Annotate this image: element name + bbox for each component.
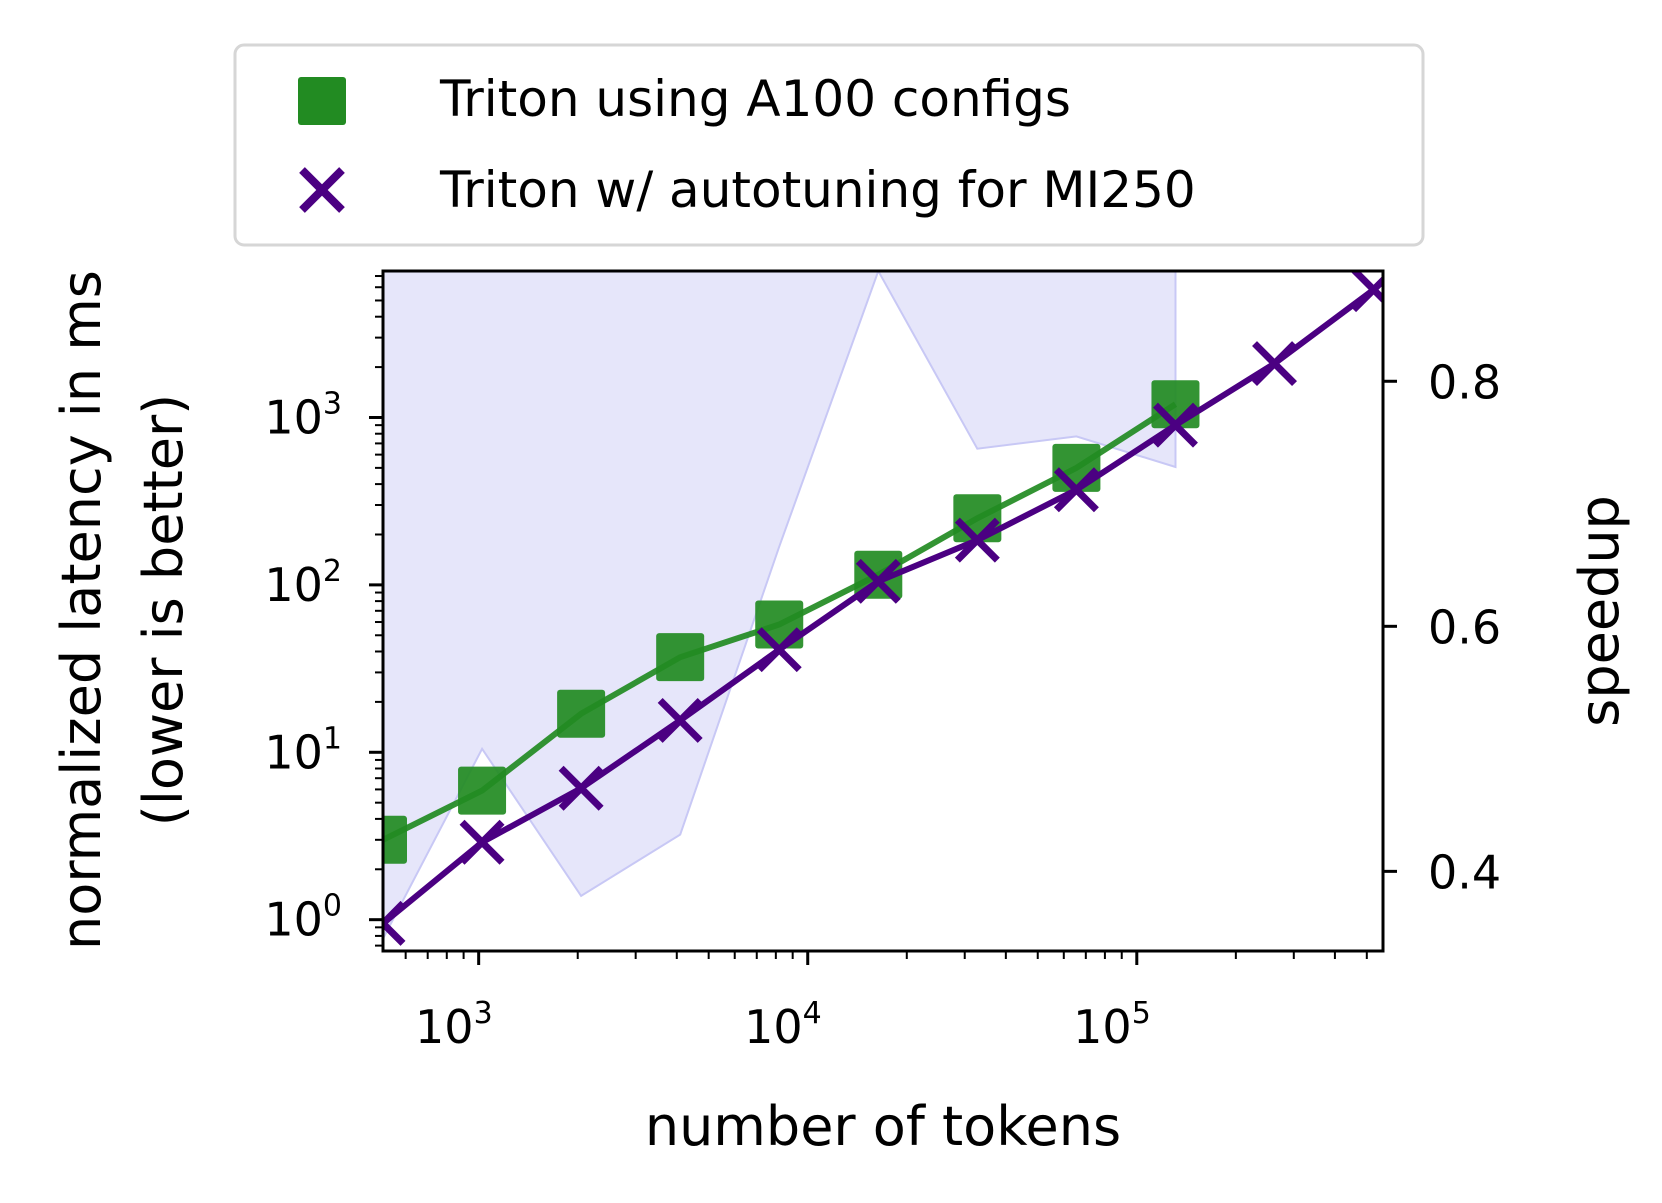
x-marker-stroke (756, 627, 802, 673)
x-tick-label: 103 (415, 996, 493, 1054)
y-tick-label: 102 (264, 554, 342, 612)
data-point-a100 (953, 494, 1002, 543)
y-tick-exponent: 1 (323, 721, 342, 756)
x-marker-stroke (1351, 275, 1383, 313)
legend: Triton using A100 configs Triton w/ auto… (233, 43, 1425, 247)
x-axis-title: number of tokens (645, 1095, 1121, 1158)
data-point-a100 (557, 689, 606, 738)
legend-x-marker (299, 167, 345, 213)
data-point-mi250 (1351, 271, 1383, 313)
data-point-mi250 (1252, 341, 1297, 387)
data-point-mi250 (657, 697, 703, 743)
y-axis-title: normalized latency in ms (50, 270, 113, 950)
y-tick-label: 100 (264, 889, 342, 947)
data-point-mi250 (1152, 402, 1198, 448)
legend-label-a100: Triton using A100 configs (439, 70, 1071, 128)
data-point-mi250 (756, 627, 802, 673)
y2-tick-label: 0.4 (1428, 845, 1501, 899)
y-tick-exponent: 0 (323, 889, 342, 924)
x-marker-stroke (1053, 467, 1099, 513)
data-point-mi250 (459, 819, 505, 865)
y-tick-label: 101 (264, 721, 342, 779)
x-tick-exponent: 3 (474, 996, 493, 1031)
x-tick-label: 105 (1073, 996, 1151, 1054)
data-point-mi250 (558, 765, 604, 811)
x-axis: 103 104 105 (404, 951, 1368, 1054)
data-point-mi250 (954, 517, 1000, 563)
x-marker-stroke (855, 558, 901, 604)
y2-axis-title: speedup (1568, 495, 1631, 727)
x-marker-stroke (1152, 402, 1198, 448)
y-tick-exponent: 3 (323, 386, 342, 421)
y-tick-exponent: 2 (323, 554, 342, 589)
y-axis-right: 0.4 0.6 0.8 (1383, 355, 1501, 899)
y-tick-label: 103 (264, 386, 342, 444)
data-point-mi250 (1053, 467, 1099, 513)
x-marker-stroke (383, 918, 406, 946)
data-point-a100 (383, 815, 407, 864)
legend-box (233, 43, 1425, 247)
x-marker-stroke (558, 765, 604, 811)
y-axis-title-line2: (lower is better) (132, 394, 195, 827)
x-marker-stroke (383, 900, 406, 929)
x-marker-stroke (954, 517, 1000, 563)
series-layer (383, 271, 1383, 946)
x-marker-stroke (459, 819, 505, 865)
x-marker-stroke (1252, 341, 1297, 387)
x-tick-exponent: 4 (803, 996, 822, 1031)
data-point-a100 (656, 633, 705, 682)
x-tick-label: 104 (744, 996, 822, 1054)
data-point-mi250 (383, 900, 406, 946)
speedup-band-layer (383, 271, 1177, 940)
data-point-mi250 (855, 558, 901, 604)
data-point-a100 (1052, 443, 1101, 492)
x-marker-stroke (657, 697, 703, 743)
legend-label-mi250: Triton w/ autotuning for MI250 (439, 161, 1196, 219)
y2-tick-label: 0.6 (1428, 600, 1501, 654)
legend-square-marker (298, 77, 346, 125)
speedup-band (383, 271, 1177, 940)
x-tick-exponent: 5 (1132, 996, 1151, 1031)
y2-tick-label: 0.8 (1428, 355, 1501, 409)
data-point-a100 (458, 766, 507, 815)
